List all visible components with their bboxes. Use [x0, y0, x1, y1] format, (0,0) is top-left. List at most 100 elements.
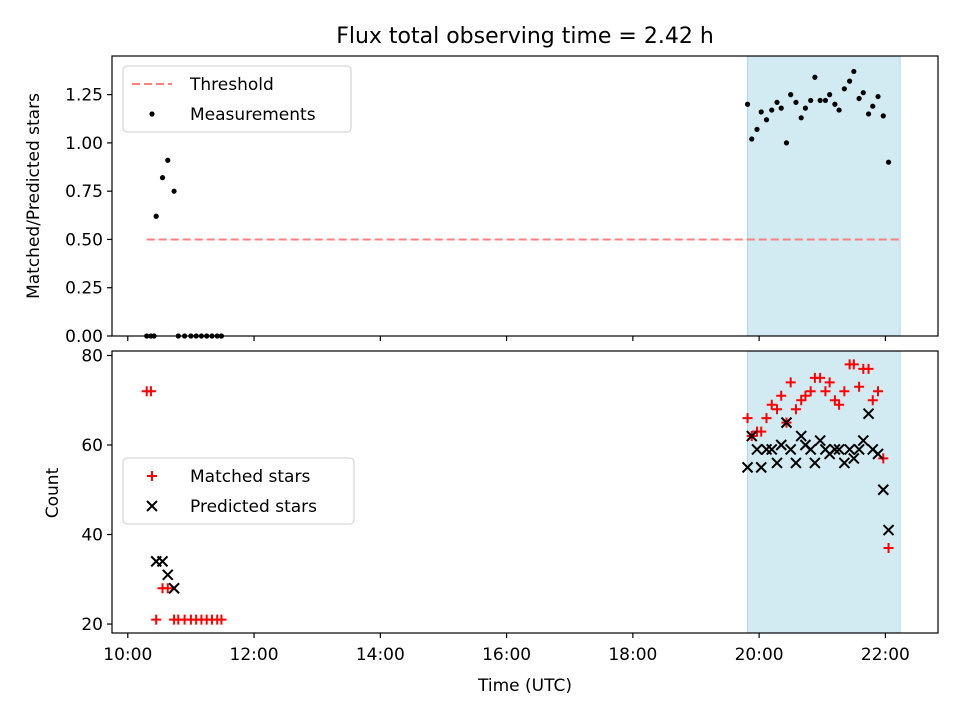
axes-frame [111, 350, 939, 634]
predicted-star-point [784, 443, 797, 456]
y-tick-label: 0.00 [65, 327, 103, 347]
matched-star-point [766, 399, 777, 410]
matched-star-point [854, 381, 865, 392]
matched-star-point [151, 614, 162, 625]
measurement-point [749, 136, 755, 142]
measurement-point [808, 97, 814, 104]
measurement-point [802, 105, 809, 111]
predicted-star-point [741, 461, 754, 474]
measurement-point [769, 107, 775, 113]
measurement-point [822, 97, 829, 104]
measurement-point [812, 74, 818, 80]
measurement-point [774, 99, 780, 105]
highlight-span [747, 350, 901, 634]
measurement-point [875, 93, 881, 100]
predicted-star-point [838, 457, 851, 469]
legend-label: Threshold [189, 75, 274, 95]
measurement-point [860, 90, 866, 96]
measurement-point [870, 103, 876, 109]
matched-star-point [761, 413, 772, 424]
matched-star-point [790, 404, 801, 415]
matched-star-point [863, 363, 874, 374]
count-panel: 20 40 60 80 10:00 12:00 14:00 16:00 18:00 20:00 22… [81, 346, 939, 665]
predicted-star-point [162, 569, 174, 581]
matched-star-point [820, 386, 831, 397]
y-tick-label: 40 [81, 526, 103, 546]
legend-predicted-swatch [146, 500, 158, 512]
matched-star-point [883, 542, 894, 553]
y-tick-label: 0.25 [65, 279, 103, 299]
matched-star-point [848, 359, 859, 370]
matched-star-point [815, 372, 826, 383]
predicted-star-point [848, 452, 860, 465]
measurement-point [841, 86, 847, 92]
legend-bottom: Matched stars Predicted stars [122, 457, 355, 525]
predicted-star-point [156, 555, 169, 568]
matched-star-point [785, 377, 796, 388]
measurement-point [153, 213, 159, 219]
highlight-span [747, 55, 901, 337]
y-tick-label: 20 [81, 615, 103, 635]
predicted-star-point [872, 448, 884, 460]
matched-star-point [776, 390, 787, 401]
y-tick-label: 0.50 [65, 230, 103, 250]
predicted-star-point [882, 524, 895, 536]
matched-star-point [162, 583, 173, 594]
measurement-point [744, 101, 751, 107]
measurement-point [856, 95, 862, 102]
legend-measurement-swatch [149, 111, 155, 117]
measurement-point [778, 105, 784, 111]
predicted-star-point [809, 457, 821, 469]
y-tick-label: 1.00 [65, 134, 103, 154]
matched-star-point [145, 386, 156, 397]
x-tick-label: 12:00 [230, 645, 279, 665]
measurement-point [165, 157, 171, 163]
measurement-point [171, 188, 177, 194]
legend-matched-swatch [147, 471, 157, 481]
measurement-point [880, 113, 886, 119]
measurement-point [832, 101, 838, 107]
measurement-point [793, 99, 799, 105]
measurement-point [788, 92, 794, 98]
y-axis-label-count: Count [43, 467, 63, 518]
predicted-star-point [746, 430, 758, 442]
legend-box [122, 65, 352, 133]
x-tick-label: 14:00 [356, 645, 405, 665]
predicted-star-point [168, 582, 180, 594]
y-tick-label: 80 [81, 346, 103, 366]
legend-label: Measurements [190, 105, 316, 125]
measurement-point [798, 115, 804, 121]
predicted-star-point [775, 439, 787, 451]
matched-star-point [742, 413, 753, 424]
y-axis-label-ratio: Matched/Predicted stars [24, 93, 44, 299]
measurement-point [865, 111, 872, 117]
measurement-point [885, 159, 892, 165]
matched-star-point [756, 426, 767, 437]
y-tick-label: 0.75 [65, 182, 103, 202]
measurement-point [836, 107, 842, 113]
measurement-point [763, 117, 770, 123]
predicted-star-point [804, 443, 817, 456]
measurement-point [827, 92, 833, 98]
predicted-star-point [843, 443, 856, 456]
predicted-star-point [877, 484, 889, 496]
measurement-point [847, 78, 853, 84]
x-tick-label: 22:00 [861, 645, 910, 665]
predicted-star-point [790, 457, 802, 469]
legend-label: Matched stars [190, 467, 310, 487]
measurement-point [851, 68, 857, 75]
y-tick-label: 1.25 [65, 86, 103, 106]
predicted-star-point [755, 461, 767, 474]
matched-star-point [873, 386, 884, 397]
measurement-point [754, 126, 760, 132]
matched-star-point [216, 614, 227, 625]
measurement-point [758, 109, 764, 115]
predicted-star-point [795, 430, 807, 442]
measurement-point [159, 175, 166, 181]
matched-star-point [805, 386, 816, 397]
predicted-star-point [862, 407, 875, 420]
ratio-panel: 0.00 0.25 0.50 0.75 1.00 1.25 Threshold Measure… [65, 55, 939, 347]
predicted-star-point [833, 443, 845, 456]
measurement-point [783, 140, 790, 146]
